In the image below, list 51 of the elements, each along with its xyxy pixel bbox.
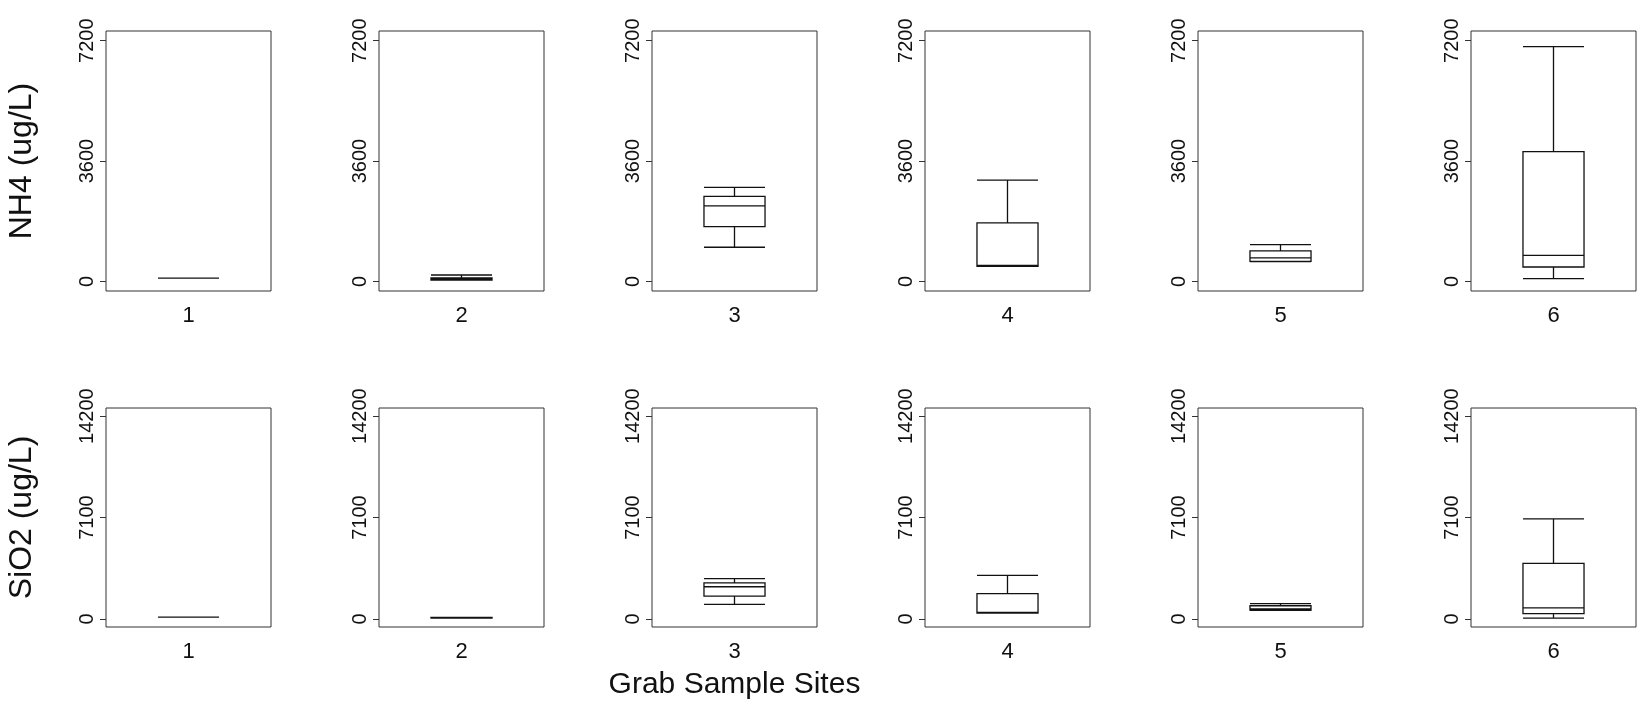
x-axis-title: Grab Sample Sites (608, 665, 861, 699)
y-tick-label: 3600 (1440, 138, 1462, 184)
x-tick-label: 4 (1001, 637, 1014, 663)
x-tick-label: 5 (1274, 301, 1287, 327)
y-tick-label: 0 (621, 275, 643, 287)
y-tick-label: 0 (75, 275, 97, 287)
y-tick-label: 0 (894, 613, 916, 625)
y-tick-label: 14200 (621, 388, 643, 444)
y-tick-label: 0 (1440, 613, 1462, 625)
y-tick-label: 3600 (621, 138, 643, 184)
y-tick-label: 3600 (348, 138, 370, 184)
x-tick-label: 6 (1547, 301, 1560, 327)
y-tick-label: 14200 (894, 388, 916, 444)
y-tick-label: 0 (1167, 613, 1189, 625)
y-tick-label: 0 (348, 613, 370, 625)
x-tick-label: 3 (728, 301, 741, 327)
y-tick-label: 3600 (894, 138, 916, 184)
y-tick-label: 0 (1167, 275, 1189, 287)
y-tick-label: 7100 (1167, 495, 1189, 540)
y-tick-label: 14200 (1167, 388, 1189, 444)
y-tick-label: 7100 (621, 495, 643, 540)
y-tick-label: 7100 (75, 495, 97, 540)
x-tick-label: 1 (182, 637, 195, 663)
y-tick-label: 7100 (894, 495, 916, 540)
y-tick-label: 3600 (75, 138, 97, 184)
y-tick-label: 7200 (1167, 18, 1189, 63)
y-tick-label: 0 (1440, 275, 1462, 287)
x-tick-label: 2 (455, 301, 468, 327)
y-tick-label: 7100 (348, 495, 370, 540)
x-tick-label: 3 (728, 637, 741, 663)
y-axis-title: NH4 (ug/L) (2, 82, 38, 240)
x-tick-label: 2 (455, 637, 468, 663)
y-tick-label: 7200 (1440, 18, 1462, 63)
y-tick-label: 0 (894, 275, 916, 287)
y-axis-title: SiO2 (ug/L) (2, 435, 38, 600)
y-tick-label: 14200 (348, 388, 370, 444)
y-tick-label: 0 (75, 613, 97, 625)
y-tick-label: 7100 (1440, 495, 1462, 540)
y-tick-label: 7200 (75, 18, 97, 63)
y-tick-label: 7200 (894, 18, 916, 63)
y-tick-label: 0 (348, 275, 370, 287)
y-tick-label: 0 (621, 613, 643, 625)
y-tick-label: 3600 (1167, 138, 1189, 184)
x-tick-label: 4 (1001, 301, 1014, 327)
y-tick-label: 7200 (348, 18, 370, 63)
y-tick-label: 7200 (621, 18, 643, 63)
x-tick-label: 5 (1274, 637, 1287, 663)
y-tick-label: 14200 (75, 388, 97, 444)
x-tick-label: 1 (182, 301, 195, 327)
y-tick-label: 14200 (1440, 388, 1462, 444)
x-tick-label: 6 (1547, 637, 1560, 663)
